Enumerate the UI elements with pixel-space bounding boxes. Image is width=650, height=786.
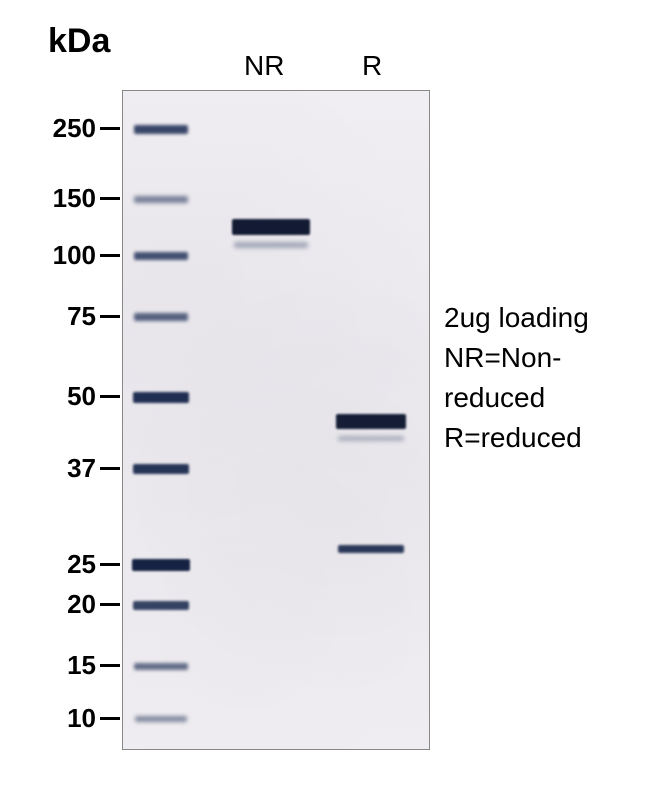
axis-unit-label: kDa <box>48 22 110 61</box>
mw-tick-150 <box>100 197 120 200</box>
mw-label-20: 20 <box>26 589 96 620</box>
mw-tick-250 <box>100 127 120 130</box>
mw-label-100: 100 <box>26 240 96 271</box>
mw-label-50: 50 <box>26 381 96 412</box>
legend-line-1: 2ug loading <box>444 302 589 334</box>
ladder-band-7 <box>133 601 189 610</box>
mw-label-10: 10 <box>26 703 96 734</box>
legend-line-4: R=reduced <box>444 422 582 454</box>
mw-label-25: 25 <box>26 549 96 580</box>
mw-tick-20 <box>100 603 120 606</box>
mw-tick-10 <box>100 717 120 720</box>
mw-tick-15 <box>100 664 120 667</box>
ladder-band-9 <box>135 716 187 722</box>
ladder-band-8 <box>134 663 188 670</box>
ladder-band-6 <box>132 559 190 571</box>
nr-band-0 <box>232 219 310 235</box>
legend-line-2: NR=Non- <box>444 342 561 374</box>
mw-label-37: 37 <box>26 453 96 484</box>
ladder-band-0 <box>134 125 188 134</box>
ladder-band-1 <box>134 196 188 203</box>
legend-line-3: reduced <box>444 382 545 414</box>
lane-label-nr: NR <box>244 50 284 82</box>
mw-tick-50 <box>100 395 120 398</box>
lane-label-r: R <box>362 50 382 82</box>
mw-tick-37 <box>100 467 120 470</box>
mw-label-250: 250 <box>26 113 96 144</box>
ladder-band-5 <box>133 464 189 474</box>
mw-tick-25 <box>100 563 120 566</box>
mw-label-15: 15 <box>26 650 96 681</box>
ladder-band-2 <box>134 252 188 260</box>
r-band-2 <box>338 545 404 553</box>
ladder-band-4 <box>133 392 189 403</box>
gel-image <box>122 90 430 750</box>
mw-tick-75 <box>100 315 120 318</box>
mw-label-150: 150 <box>26 183 96 214</box>
mw-tick-100 <box>100 254 120 257</box>
ladder-band-3 <box>134 313 188 321</box>
nr-band-1 <box>234 242 308 248</box>
r-band-1 <box>338 436 404 441</box>
r-band-0 <box>336 414 406 429</box>
mw-label-75: 75 <box>26 301 96 332</box>
